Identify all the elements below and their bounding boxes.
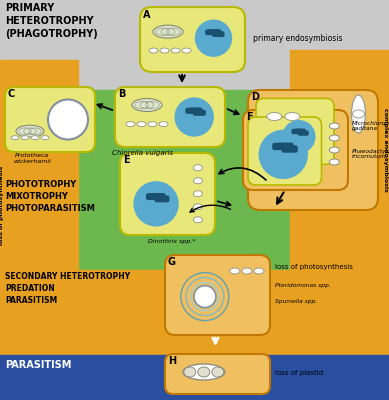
Ellipse shape	[153, 25, 183, 38]
FancyBboxPatch shape	[248, 90, 378, 210]
Ellipse shape	[285, 112, 300, 120]
FancyBboxPatch shape	[295, 129, 305, 133]
Ellipse shape	[160, 48, 169, 53]
Ellipse shape	[16, 125, 44, 137]
Ellipse shape	[11, 136, 19, 140]
Ellipse shape	[31, 136, 39, 140]
Text: D: D	[251, 92, 259, 102]
Text: primary endosymbiosis: primary endosymbiosis	[253, 34, 342, 43]
Text: G: G	[168, 257, 176, 267]
Ellipse shape	[193, 204, 202, 210]
Ellipse shape	[137, 122, 146, 127]
FancyBboxPatch shape	[155, 196, 169, 202]
FancyBboxPatch shape	[206, 30, 217, 34]
FancyBboxPatch shape	[190, 108, 202, 113]
Text: Chlorella vulgaris: Chlorella vulgaris	[112, 150, 173, 156]
FancyBboxPatch shape	[273, 144, 288, 150]
Circle shape	[283, 121, 315, 153]
Circle shape	[134, 182, 178, 226]
FancyBboxPatch shape	[243, 110, 348, 190]
Text: PARASITISM: PARASITISM	[5, 360, 71, 370]
Ellipse shape	[230, 268, 240, 274]
Text: Prototheca
wickerhamii: Prototheca wickerhamii	[13, 153, 51, 164]
Text: Spumella spp.: Spumella spp.	[275, 299, 317, 304]
Ellipse shape	[184, 367, 196, 377]
Ellipse shape	[242, 268, 252, 274]
Ellipse shape	[193, 217, 202, 223]
FancyBboxPatch shape	[120, 153, 215, 235]
Ellipse shape	[193, 191, 202, 197]
Text: A: A	[143, 10, 151, 20]
Text: H: H	[168, 356, 176, 366]
FancyBboxPatch shape	[298, 131, 308, 135]
FancyBboxPatch shape	[5, 87, 95, 152]
Text: F: F	[246, 112, 252, 122]
FancyBboxPatch shape	[292, 130, 302, 134]
Circle shape	[175, 98, 213, 136]
FancyBboxPatch shape	[193, 110, 205, 115]
Ellipse shape	[198, 367, 210, 377]
Ellipse shape	[159, 122, 168, 127]
FancyBboxPatch shape	[151, 194, 165, 199]
Bar	[0, 90, 389, 270]
Ellipse shape	[126, 122, 135, 127]
Ellipse shape	[193, 178, 202, 184]
Text: Microchloropsis
gaditana: Microchloropsis gaditana	[352, 121, 389, 131]
Ellipse shape	[329, 135, 339, 141]
Ellipse shape	[171, 48, 180, 53]
Ellipse shape	[267, 112, 282, 120]
Ellipse shape	[41, 136, 49, 140]
Ellipse shape	[149, 48, 158, 53]
FancyBboxPatch shape	[165, 255, 270, 335]
Ellipse shape	[352, 110, 364, 118]
FancyBboxPatch shape	[278, 143, 293, 149]
Ellipse shape	[212, 367, 224, 377]
Text: C: C	[8, 89, 15, 99]
FancyBboxPatch shape	[186, 108, 198, 113]
Text: PHOTOTROPHY
MIXOTROPHY
PHOTOPARASITISM: PHOTOTROPHY MIXOTROPHY PHOTOPARASITISM	[5, 180, 95, 213]
Circle shape	[259, 130, 307, 178]
FancyBboxPatch shape	[147, 194, 160, 199]
Text: Pteridomonas spp.: Pteridomonas spp.	[275, 283, 331, 288]
FancyBboxPatch shape	[115, 87, 225, 147]
Bar	[0, 0, 389, 90]
Ellipse shape	[183, 364, 225, 380]
Text: B: B	[118, 89, 125, 99]
Circle shape	[194, 286, 216, 308]
Circle shape	[48, 100, 88, 140]
Bar	[0, 270, 389, 355]
Circle shape	[196, 20, 231, 56]
Text: SECONDARY HETEROTROPHY
PREDATION
PARASITISM: SECONDARY HETEROTROPHY PREDATION PARASIT…	[5, 272, 130, 305]
Ellipse shape	[329, 159, 339, 165]
Ellipse shape	[329, 147, 339, 153]
Bar	[290, 50, 389, 280]
FancyBboxPatch shape	[213, 32, 224, 36]
Text: Phaeodactylum
tricornutum: Phaeodactylum tricornutum	[352, 148, 389, 159]
FancyBboxPatch shape	[140, 7, 245, 72]
Text: E: E	[123, 155, 130, 165]
Text: loss of plastid: loss of plastid	[275, 370, 323, 376]
FancyBboxPatch shape	[248, 117, 321, 185]
Ellipse shape	[182, 48, 191, 53]
Ellipse shape	[132, 98, 162, 112]
Ellipse shape	[352, 95, 366, 133]
FancyBboxPatch shape	[210, 30, 221, 34]
Text: PRIMARY
HETEROTROPHY
(PHAGOTROPHY): PRIMARY HETEROTROPHY (PHAGOTROPHY)	[5, 3, 98, 39]
Ellipse shape	[148, 122, 157, 127]
Ellipse shape	[193, 165, 202, 171]
Bar	[0, 60, 78, 270]
Text: complex endosymbiosis: complex endosymbiosis	[384, 108, 389, 192]
Ellipse shape	[21, 136, 29, 140]
Text: Dinothrix spp.*: Dinothrix spp.*	[149, 239, 196, 244]
Text: loss of photosynthesis: loss of photosynthesis	[0, 165, 5, 245]
Ellipse shape	[329, 123, 339, 129]
Ellipse shape	[254, 268, 264, 274]
FancyBboxPatch shape	[165, 354, 270, 394]
Text: loss of photosynthesis: loss of photosynthesis	[275, 264, 353, 270]
FancyBboxPatch shape	[256, 98, 334, 164]
FancyBboxPatch shape	[282, 146, 297, 152]
Bar	[0, 355, 389, 400]
